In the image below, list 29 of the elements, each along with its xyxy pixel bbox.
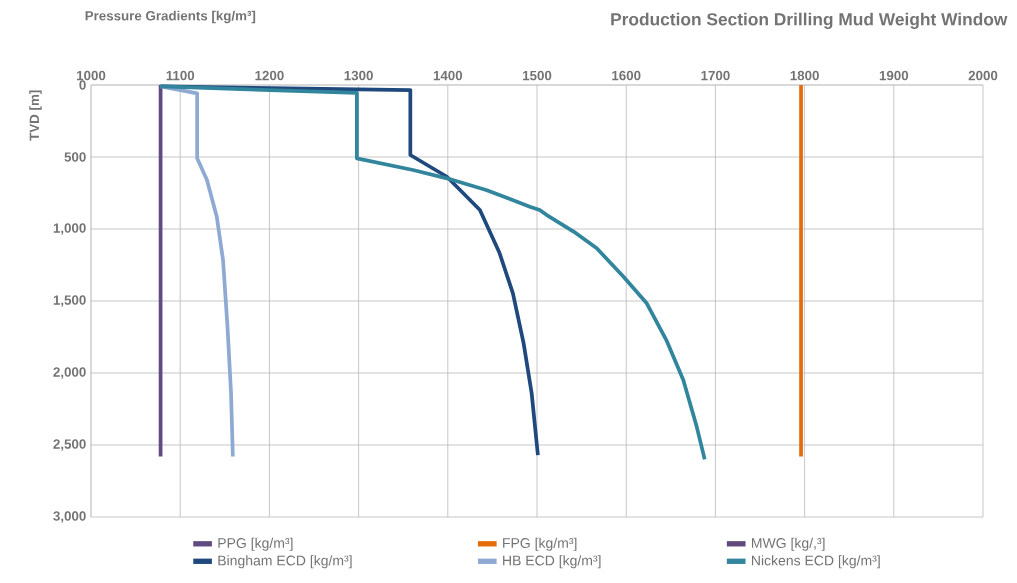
- y-axis-title: TVD [m]: [29, 90, 42, 141]
- x-tick-label: 1600: [612, 70, 641, 81]
- line-series: [158, 84, 707, 462]
- y-tick-label: 500: [64, 152, 86, 162]
- legend-label: MWG [kg/,³]: [752, 537, 825, 551]
- legend-label: FPG [kg/m³]: [503, 537, 577, 551]
- line-series: [158, 84, 235, 459]
- y-tick-label: 1,000: [53, 223, 86, 235]
- x-tick-label: 2000: [968, 70, 998, 81]
- x-tick-label: 1700: [701, 70, 730, 81]
- legend-label: PPG [kg/m³]: [218, 537, 293, 551]
- legend-label: Bingham ECD [kg/m³]: [218, 555, 352, 569]
- x-tick-label: 1100: [166, 70, 195, 81]
- y-tick-label: 2,500: [53, 439, 86, 451]
- legend-label: HB ECD [kg/m³]: [503, 555, 601, 569]
- x-tick-label: 1800: [790, 70, 819, 81]
- y-tick-label: 1,500: [53, 295, 86, 307]
- x-tick-label: 1500: [523, 70, 552, 81]
- y-tick-label: 0: [79, 80, 86, 90]
- y-tick-label: 3,000: [53, 511, 86, 523]
- x-tick-label: 1000: [77, 70, 106, 81]
- y-tick-label: 2,000: [53, 367, 86, 379]
- chart-title: Production Section Drilling Mud Weight Window: [611, 12, 1008, 29]
- x-tick-label: 1400: [433, 70, 463, 81]
- x-axis-title: Pressure Gradients [kg/m³]: [85, 10, 256, 24]
- legend-label: Nickens ECD [kg/m³]: [752, 555, 880, 569]
- x-tick-label: 1300: [344, 70, 373, 81]
- x-tick-label: 1200: [255, 70, 284, 81]
- x-tick-label: 1900: [879, 70, 909, 81]
